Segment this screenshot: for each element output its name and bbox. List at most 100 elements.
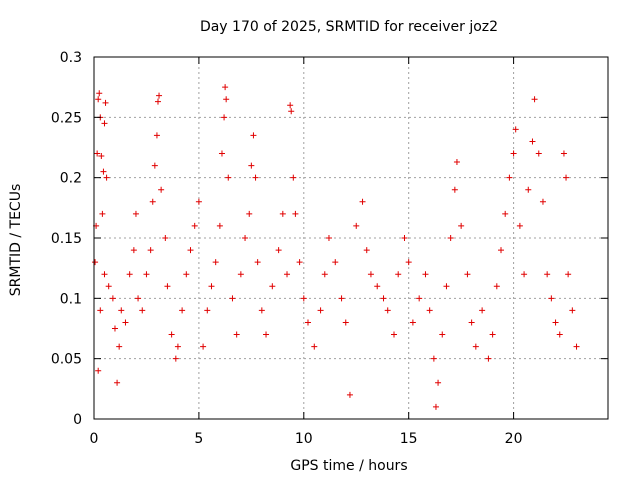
scatter-point [531,96,538,103]
scatter-point [304,319,311,326]
scatter-point [222,84,229,91]
scatter-point [246,210,253,217]
scatter-point [367,271,374,278]
scatter-point [560,150,567,157]
scatter-point [510,150,517,157]
scatter-point [506,174,513,181]
scatter-point [502,210,509,217]
scatter-point [101,120,108,127]
scatter-point [158,186,165,193]
scatter-point [288,108,295,115]
scatter-point [208,283,215,290]
scatter-point [153,132,160,139]
scatter-point [284,271,291,278]
scatter-point [103,174,110,181]
scatter-point [447,235,454,241]
scatter-point [183,271,190,278]
scatter-point [435,379,442,386]
scatter-point [116,343,123,350]
x-tick-label: 0 [90,431,99,447]
scatter-point [252,174,259,181]
scatter-point [229,295,236,302]
scatter-point [512,126,519,133]
scatter-point [151,162,158,169]
y-tick-label: 0.3 [60,50,82,66]
grid-lines [94,57,608,419]
scatter-point [223,96,230,103]
y-tick-label: 0.25 [51,110,82,126]
scatter-point [275,247,282,254]
scatter-point [149,198,156,205]
x-tick-label: 15 [400,431,418,447]
scatter-point [105,283,112,290]
scatter-point [563,174,570,181]
x-tick-label: 5 [194,431,203,447]
scatter-point [111,325,118,332]
scatter-point [539,198,546,205]
scatter-point [516,222,523,229]
scatter-point [493,283,500,290]
scatter-point [100,168,107,175]
scatter-point [195,198,202,205]
scatter-point [97,307,104,314]
scatter-point [156,92,163,99]
scatter-point [529,138,536,145]
scatter-point [498,247,505,254]
scatter-point [321,271,328,278]
scatter-point [426,307,433,314]
y-tick-label: 0 [73,412,82,428]
scatter-point [374,283,381,290]
scatter-point [135,295,142,302]
scatter-point [114,379,121,386]
scatter-point [122,319,129,326]
x-tick-label: 20 [505,431,523,447]
scatter-point [204,307,211,314]
scatter-point [468,319,475,326]
scatter-point [485,355,492,362]
scatter-point [359,198,366,205]
scatter-point [95,367,102,374]
x-tick-label: 10 [295,431,313,447]
scatter-point [258,307,265,314]
scatter-point [95,96,102,103]
scatter-point [92,259,99,266]
scatter-point [535,150,542,157]
scatter-point [98,152,105,159]
scatter-point [132,210,139,217]
scatter-point [154,98,161,105]
scatter-point [212,259,219,266]
axes: 0 5 10 15 20 0 0.05 0.1 0.15 0.2 0.25 0.3 [51,50,608,447]
scatter-point [565,271,572,278]
scatter-point [269,283,276,290]
scatter-point [325,235,332,241]
scatter-point [162,235,169,241]
scatter-point [416,295,423,302]
scatter-point [126,271,133,278]
scatter-point [233,331,240,338]
scatter-point [248,162,255,169]
scatter-point [384,307,391,314]
scatter-point [172,355,179,362]
scatter-point [143,271,150,278]
scatter-point [139,307,146,314]
scatter-point [118,307,125,314]
chart-title: Day 170 of 2025, SRMTID for receiver joz… [200,19,498,35]
scatter-point [548,295,555,302]
scatter-point [422,271,429,278]
scatter-point [300,295,307,302]
scatter-point [263,331,270,338]
scatter-point [168,331,175,338]
scatter-series [92,84,580,410]
y-tick-label: 0.05 [51,352,82,368]
scatter-point [544,271,551,278]
scatter-point [225,174,232,181]
scatter-point [430,355,437,362]
scatter-point [179,307,186,314]
scatter-point [216,222,223,229]
scatter-point [292,210,299,217]
scatter-point [405,259,412,266]
scatter-point [346,391,353,398]
scatter-point [218,150,225,157]
scatter-point [401,235,408,241]
